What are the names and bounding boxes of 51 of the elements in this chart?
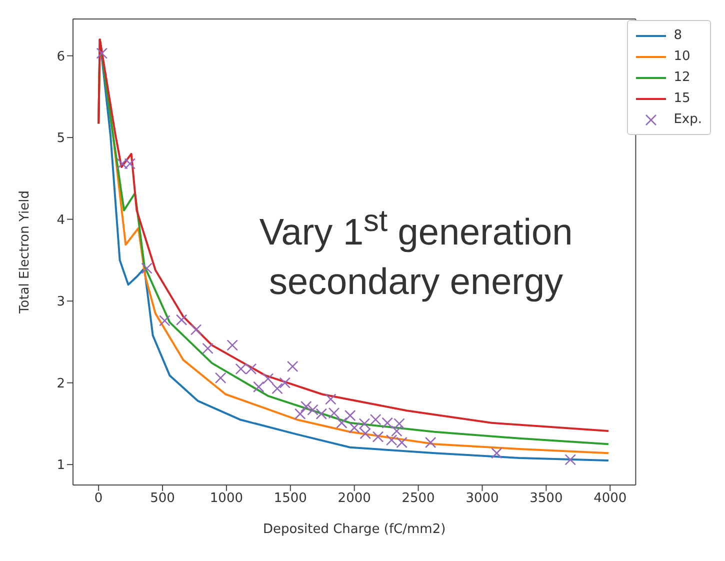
legend-label: 15 bbox=[674, 91, 690, 106]
legend-label: Exp. bbox=[674, 112, 702, 127]
point bbox=[424, 436, 436, 448]
point bbox=[360, 428, 371, 440]
x-tick-label: 4000 bbox=[594, 491, 627, 506]
point bbox=[344, 410, 356, 422]
point bbox=[253, 381, 264, 393]
y-axis-title: Total Electron Yield bbox=[18, 190, 33, 314]
annotation: Vary 1$^{st}$ generation secondary energy bbox=[258, 202, 574, 304]
point bbox=[141, 262, 152, 274]
y-tick-label: 6 bbox=[56, 49, 65, 64]
x-tick-label: 2000 bbox=[338, 491, 371, 506]
legend-label: 8 bbox=[674, 28, 682, 43]
x-tick-label: 2500 bbox=[402, 491, 435, 506]
point bbox=[491, 447, 502, 459]
point bbox=[391, 425, 402, 437]
point bbox=[176, 314, 188, 326]
y-tick-label: 3 bbox=[56, 294, 65, 310]
x-tick-label: 3000 bbox=[466, 491, 499, 506]
legend-label: 10 bbox=[674, 49, 690, 64]
x-tick-label: 500 bbox=[150, 491, 175, 506]
point bbox=[336, 417, 348, 429]
point bbox=[226, 340, 238, 351]
y-tick-label: 4 bbox=[56, 212, 65, 228]
point bbox=[279, 377, 291, 388]
point bbox=[564, 454, 576, 466]
point bbox=[294, 408, 306, 420]
x-tick-label: 1500 bbox=[274, 491, 307, 506]
x-tick-label: 0 bbox=[94, 491, 103, 506]
x-tick-label: 1000 bbox=[210, 491, 244, 506]
x-axis-title: Deposited Charge (fC/mm2) bbox=[263, 522, 446, 537]
point bbox=[348, 422, 360, 434]
point bbox=[272, 382, 283, 394]
point bbox=[214, 372, 226, 384]
point bbox=[307, 404, 318, 416]
point bbox=[96, 48, 108, 59]
point bbox=[190, 324, 202, 336]
y-tick-label: 5 bbox=[56, 131, 65, 146]
legend-label: 12 bbox=[674, 70, 690, 85]
point bbox=[202, 342, 214, 354]
y-tick-label: 2 bbox=[56, 376, 65, 392]
point bbox=[372, 431, 384, 442]
point bbox=[370, 414, 382, 426]
point bbox=[325, 394, 336, 405]
y-tick-label: 1 bbox=[56, 458, 65, 474]
point bbox=[300, 400, 312, 412]
point bbox=[159, 315, 170, 326]
point bbox=[358, 418, 370, 430]
point bbox=[286, 360, 298, 372]
x-tick-label: 3500 bbox=[530, 491, 563, 506]
point bbox=[262, 373, 274, 384]
